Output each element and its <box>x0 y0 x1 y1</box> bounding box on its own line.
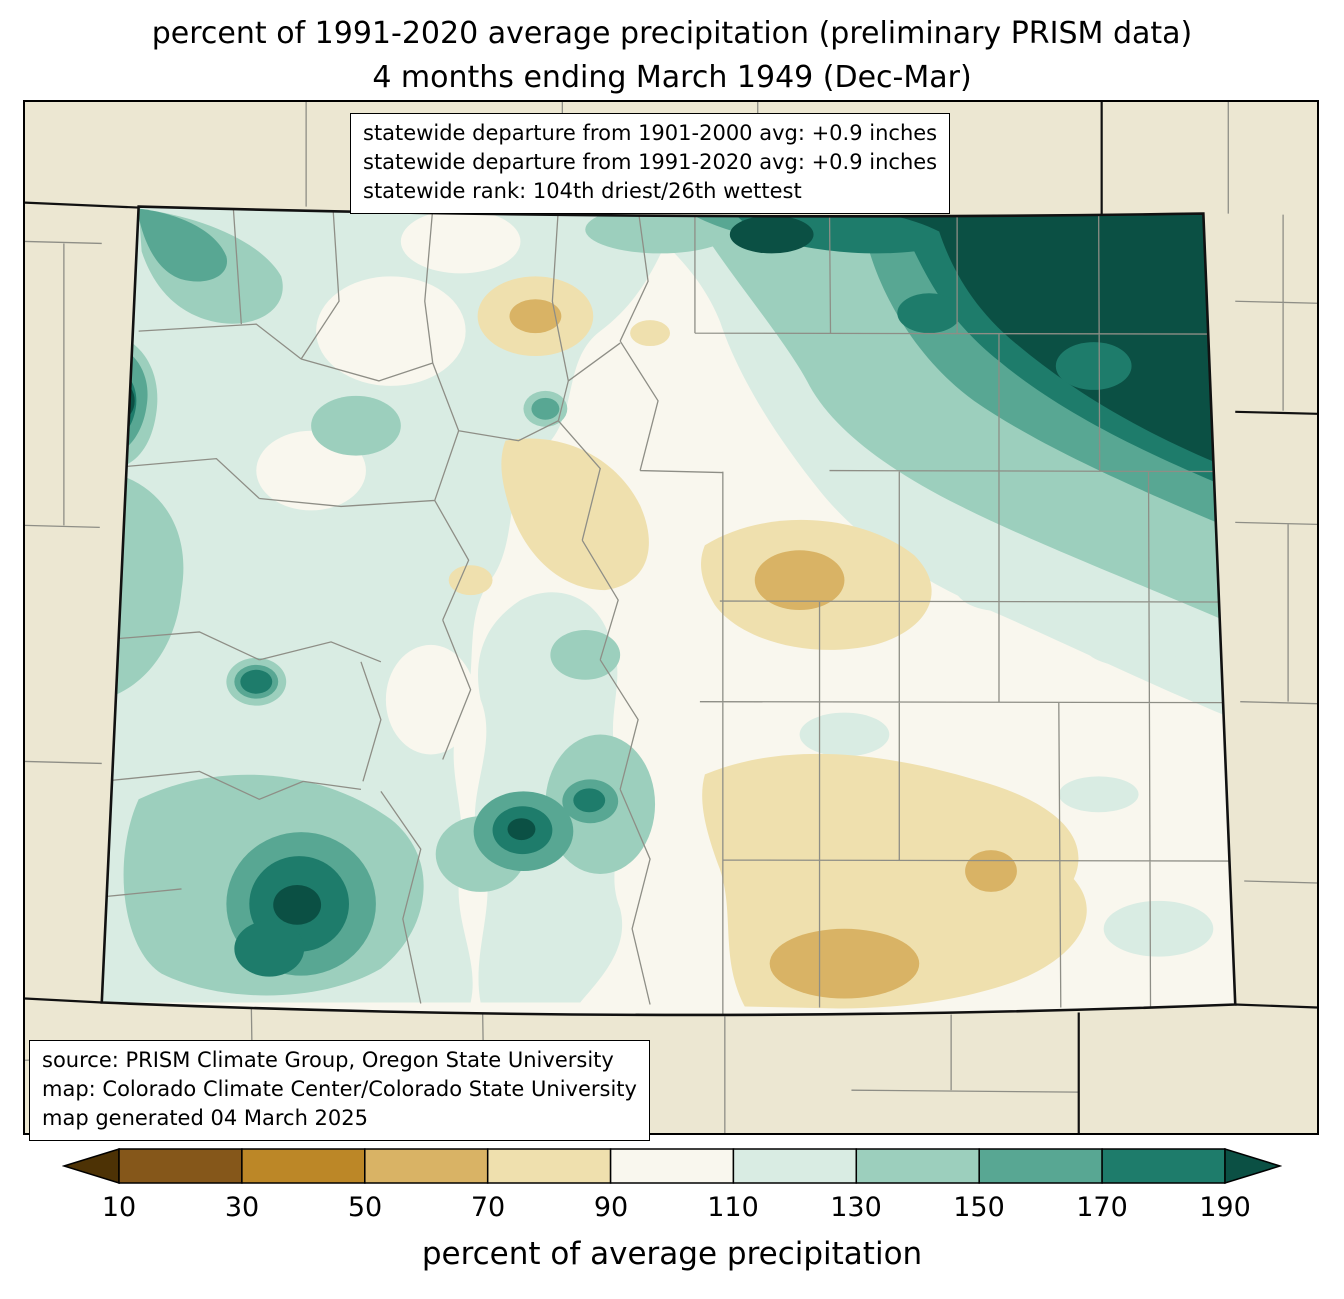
colorbar-seg-170-190 <box>1101 1148 1226 1184</box>
colorbar-arrow-high <box>1224 1147 1283 1185</box>
colorbar-seg-10-30 <box>118 1148 243 1184</box>
contour-50-70 <box>509 299 1017 999</box>
colorbar <box>61 1146 1283 1186</box>
source-line-2: map: Colorado Climate Center/Colorado St… <box>42 1076 637 1101</box>
colorbar-seg-90-110 <box>609 1148 735 1184</box>
colorbar-ticks: 10 30 50 70 90 110 130 150 170 190 <box>62 1192 1282 1226</box>
colorbar-seg-30-50 <box>241 1148 366 1184</box>
contour-gt-190 <box>108 206 1236 925</box>
colorbar-tick: 170 <box>1076 1192 1128 1223</box>
map-title: percent of 1991-2020 average precipitati… <box>0 12 1344 99</box>
stats-box: statewide departure from 1901-2000 avg: … <box>350 113 951 214</box>
colorbar-tick: 30 <box>224 1192 260 1223</box>
colorbar-seg-50-70 <box>364 1148 489 1184</box>
source-box: source: PRISM Climate Group, Oregon Stat… <box>29 1040 650 1141</box>
colorbar-seg-70-90 <box>486 1148 612 1184</box>
colorbar-tick: 130 <box>830 1192 882 1223</box>
county-boundaries <box>101 207 1236 1015</box>
stats-line-2: statewide departure from 1991-2020 avg: … <box>363 149 938 174</box>
colorbar-tick: 10 <box>101 1192 137 1223</box>
colorbar-arrow-low <box>61 1147 120 1185</box>
colorbar-svg <box>61 1147 1283 1185</box>
colorbar-seg-150-170 <box>978 1148 1103 1184</box>
colorbar-seg-110-130 <box>732 1148 858 1184</box>
colorbar-seg-130-150 <box>855 1148 980 1184</box>
dark-region-holes <box>897 293 1132 390</box>
colorado-state-border <box>100 205 1237 1017</box>
title-line-1: percent of 1991-2020 average precipitati… <box>151 16 1193 51</box>
stats-line-1: statewide departure from 1901-2000 avg: … <box>363 121 938 145</box>
stats-line-3: statewide rank: 104th driest/26th wettes… <box>363 178 802 203</box>
colorbar-tick: 70 <box>470 1192 506 1223</box>
colorbar-tick: 150 <box>953 1192 1005 1223</box>
precipitation-map: statewide departure from 1901-2000 avg: … <box>23 100 1319 1141</box>
title-line-2: 4 months ending March 1949 (Dec-Mar) <box>372 59 972 95</box>
source-line-1: source: PRISM Climate Group, Oregon Stat… <box>42 1048 614 1072</box>
neighbor-state-lines <box>25 102 1317 1133</box>
colorbar-tick: 90 <box>593 1192 629 1223</box>
colorbar-tick: 110 <box>707 1192 759 1223</box>
colorbar-label: percent of average precipitation <box>421 1236 923 1272</box>
colorbar-tick: 50 <box>347 1192 383 1223</box>
colorbar-tick: 190 <box>1199 1192 1251 1223</box>
map-canvas <box>25 102 1317 1133</box>
source-line-3: map generated 04 March 2025 <box>42 1105 369 1130</box>
